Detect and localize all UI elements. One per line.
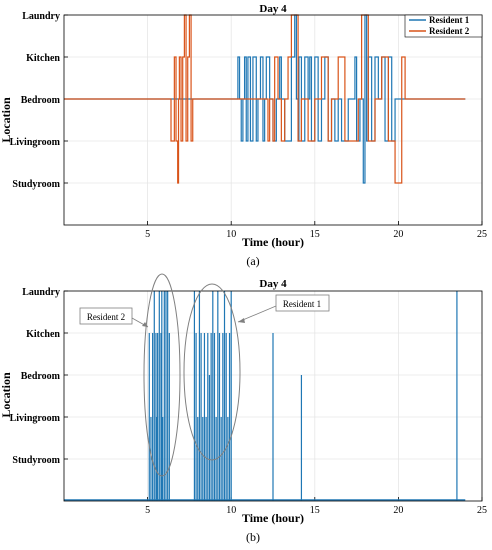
x-tick-label: 10 bbox=[226, 229, 236, 240]
x-tick-label: 25 bbox=[477, 505, 487, 516]
series-b bbox=[64, 291, 466, 501]
y-tick-labels-a: Studyroom Livingroom Bedroom Kitchen Laundry bbox=[10, 11, 61, 190]
annotation-label-resident-1: Resident 1 bbox=[283, 299, 321, 309]
x-tick-label: 20 bbox=[393, 505, 403, 516]
x-tick-label: 5 bbox=[145, 505, 150, 516]
plot-frame-b bbox=[63, 290, 483, 502]
y-axis-label-a: Location bbox=[0, 97, 13, 143]
legend: Resident 1 Resident 2 bbox=[404, 14, 483, 38]
chart-title-a: Day 4 bbox=[259, 3, 287, 15]
y-tick-label: Bedroom bbox=[21, 95, 61, 106]
annotation-arrow-resident-1 bbox=[237, 305, 277, 323]
annotation-arrowhead-resident-1 bbox=[238, 318, 245, 323]
y-tick-label: Laundry bbox=[22, 287, 60, 298]
x-axis-label-a: Time (hour) bbox=[242, 235, 304, 249]
x-tick-label: 25 bbox=[477, 229, 487, 240]
x-tick-labels-b: 5 10 15 20 25 bbox=[145, 505, 487, 516]
annotation-box-resident-1 bbox=[275, 294, 330, 312]
x-tick-label: 5 bbox=[145, 229, 150, 240]
series-a bbox=[64, 14, 466, 184]
x-tick-label: 15 bbox=[310, 505, 320, 516]
y-axis-label-b: Location bbox=[0, 372, 13, 418]
y-tick-label: Studyroom bbox=[12, 455, 60, 466]
y-tick-label: Bedroom bbox=[21, 371, 61, 382]
annotation-ellipse-resident-2 bbox=[143, 273, 181, 477]
x-tick-label: 20 bbox=[393, 229, 403, 240]
series-line-2 bbox=[64, 14, 466, 184]
x-tick-label: 15 bbox=[310, 229, 320, 240]
y-tick-label: Kitchen bbox=[26, 53, 60, 64]
y-tick-label: Livingroom bbox=[10, 137, 61, 148]
annotation-ellipse-resident-1 bbox=[183, 283, 241, 461]
panel-a: Studyroom Livingroom Bedroom Kitchen Laundry… bbox=[0, 3, 487, 268]
y-tick-labels-b: Studyroom Livingroom Bedroom Kitchen Laundry bbox=[10, 287, 61, 466]
legend-label-resident-2: Resident 2 bbox=[429, 26, 470, 36]
annotation-arrowhead-resident-2 bbox=[142, 322, 148, 327]
x-tick-labels-a: 5 10 15 20 25 bbox=[145, 229, 487, 240]
y-tick-label: Kitchen bbox=[26, 329, 60, 340]
x-tick-label: 10 bbox=[226, 505, 236, 516]
x-axis-label-b: Time (hour) bbox=[242, 511, 304, 525]
y-tick-label: Studyroom bbox=[12, 179, 60, 190]
panel-label-a: (a) bbox=[246, 254, 259, 268]
plot-frame-a bbox=[63, 14, 483, 226]
annotation-box-resident-2 bbox=[79, 307, 133, 325]
chart-title-b: Day 4 bbox=[259, 278, 287, 290]
y-tick-label: Laundry bbox=[22, 11, 60, 22]
panel-label-b: (b) bbox=[246, 530, 260, 544]
y-tick-label: Livingroom bbox=[10, 413, 61, 424]
annotation-label-resident-2: Resident 2 bbox=[87, 312, 125, 322]
panel-b: Studyroom Livingroom Bedroom Kitchen Laundry… bbox=[0, 273, 487, 544]
legend-label-resident-1: Resident 1 bbox=[429, 15, 470, 25]
